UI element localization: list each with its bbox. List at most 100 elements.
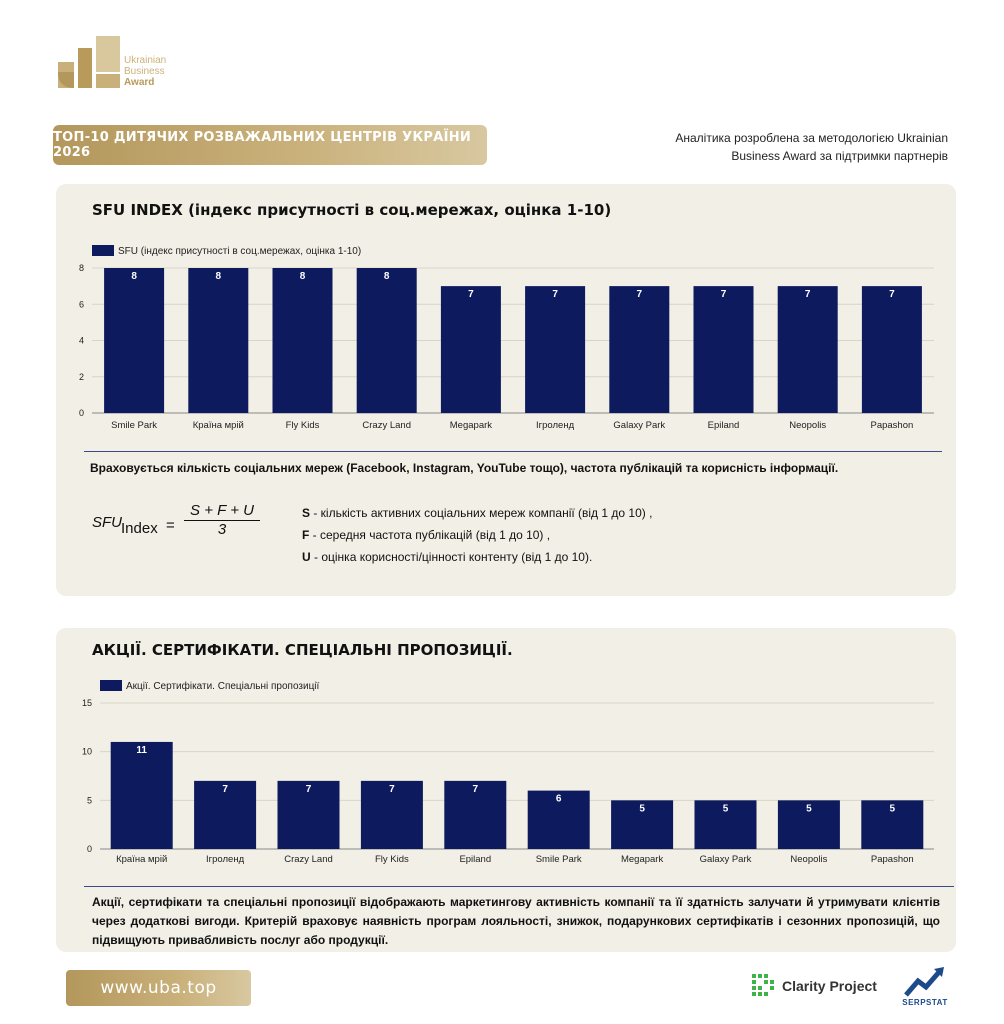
sfu-data-label: 7 bbox=[468, 289, 474, 300]
promo-bar bbox=[360, 780, 423, 849]
logo-line-3: Award bbox=[124, 77, 155, 88]
promo-data-label: 7 bbox=[222, 784, 228, 795]
sfu-y-tick-label: 0 bbox=[79, 408, 84, 418]
promo-bar bbox=[194, 780, 257, 849]
serpstat-logo: SERPSTAT bbox=[900, 965, 950, 1011]
logo-wordmark: Ukrainian Business Award bbox=[124, 55, 166, 88]
logo-line-2: Business bbox=[124, 66, 165, 77]
methodology-note: Аналітика розроблена за методологією Ukr… bbox=[675, 131, 948, 163]
sfu-category-label: Crazy Land bbox=[362, 420, 411, 431]
promo-data-label: 7 bbox=[389, 784, 395, 795]
promo-data-label: 7 bbox=[473, 784, 479, 795]
promo-data-label: 5 bbox=[723, 803, 729, 814]
serpstat-name: SERPSTAT bbox=[902, 998, 948, 1007]
sfu-bar bbox=[440, 286, 501, 413]
sfu-category-label: Ігроленд bbox=[536, 420, 575, 431]
sfu-category-label: Papashon bbox=[871, 420, 914, 431]
formula-equals: = bbox=[166, 517, 175, 534]
promo-bar bbox=[611, 800, 674, 849]
promo-y-tick-label: 15 bbox=[82, 698, 92, 708]
sfu-data-label: 7 bbox=[552, 289, 558, 300]
promo-legend-label: Акції. Сертифікати. Спеціальні пропозиці… bbox=[126, 680, 320, 692]
promo-data-label: 5 bbox=[639, 803, 645, 814]
sfu-data-label: 7 bbox=[637, 289, 643, 300]
promotions-title: АКЦІЇ. СЕРТИФІКАТИ. СПЕЦІАЛЬНІ ПРОПОЗИЦІ… bbox=[92, 641, 513, 659]
promo-bar bbox=[110, 741, 173, 849]
sfu-y-tick-label: 8 bbox=[79, 263, 84, 273]
sfu-bar bbox=[861, 286, 922, 413]
promo-category-label: Galaxy Park bbox=[700, 854, 752, 865]
promo-y-tick-label: 10 bbox=[82, 747, 92, 757]
promo-data-label: 5 bbox=[806, 803, 812, 814]
sfu-bar bbox=[188, 268, 249, 413]
sfu-category-label: Fly Kids bbox=[286, 420, 320, 431]
sfu-y-tick-label: 4 bbox=[79, 336, 84, 346]
sfu-data-label: 7 bbox=[805, 289, 811, 300]
term-f: F - середня частота публікацій (від 1 до… bbox=[302, 528, 551, 542]
sfu-bar bbox=[693, 286, 754, 413]
sfu-category-label: Smile Park bbox=[111, 420, 157, 431]
promo-data-label: 11 bbox=[136, 745, 147, 756]
sfu-divider bbox=[84, 451, 942, 452]
promotions-description: Акції, сертифікати та спеціальні пропози… bbox=[92, 895, 940, 947]
term-s: S - кількість активних соціальних мереж … bbox=[302, 506, 653, 520]
sfu-bar bbox=[525, 286, 586, 413]
promo-category-label: Megapark bbox=[621, 854, 663, 865]
promo-bar bbox=[444, 780, 507, 849]
clarity-project-name: Clarity Project bbox=[782, 978, 877, 994]
promo-category-label: Smile Park bbox=[536, 854, 582, 865]
clarity-project-logo: Clarity Project bbox=[752, 973, 892, 999]
promo-bar bbox=[777, 800, 840, 849]
sfu-data-label: 7 bbox=[721, 289, 727, 300]
promo-legend-swatch bbox=[100, 680, 122, 691]
formula-lhs: SFU bbox=[92, 514, 122, 531]
formula-numerator: S + F + U bbox=[190, 502, 254, 519]
sfu-index-title: SFU INDEX (індекс присутності в соц.мере… bbox=[92, 201, 612, 219]
promo-bar bbox=[527, 790, 590, 849]
promo-category-label: Ігроленд bbox=[206, 854, 245, 865]
sfu-bar bbox=[272, 268, 333, 413]
sfu-data-label: 8 bbox=[384, 271, 390, 282]
sfu-category-label: Megapark bbox=[450, 420, 492, 431]
promo-bar bbox=[861, 800, 924, 849]
ukrainian-business-award-logo bbox=[58, 36, 120, 88]
promo-category-label: Crazy Land bbox=[284, 854, 333, 865]
formula-terms: S - кількість активних соціальних мереж … bbox=[302, 502, 722, 568]
sfu-category-label: Galaxy Park bbox=[613, 420, 665, 431]
promo-data-label: 5 bbox=[890, 803, 896, 814]
clarity-project-icon bbox=[752, 974, 774, 996]
sfu-y-tick-label: 6 bbox=[79, 299, 84, 309]
sfu-bar bbox=[609, 286, 670, 413]
sfu-y-tick-label: 2 bbox=[79, 372, 84, 382]
website-link-button[interactable]: www.uba.top bbox=[66, 970, 251, 1006]
sfu-bar bbox=[104, 268, 165, 413]
promo-bar bbox=[694, 800, 757, 849]
sfu-data-label: 7 bbox=[889, 289, 895, 300]
formula-fraction-bar bbox=[184, 520, 260, 521]
promo-y-tick-label: 0 bbox=[87, 844, 92, 854]
promo-data-label: 6 bbox=[556, 794, 562, 805]
page-title-banner: ТОП-10 ДИТЯЧИХ РОЗВАЖАЛЬНИХ ЦЕНТРІВ УКРА… bbox=[53, 125, 487, 165]
sfu-data-label: 8 bbox=[216, 271, 222, 282]
promotions-divider bbox=[84, 886, 954, 887]
sfu-bar bbox=[777, 286, 838, 413]
sfu-description: Враховується кількість соціальних мереж … bbox=[90, 461, 839, 475]
sfu-formula: SFU Index = S + F + U 3 bbox=[92, 502, 292, 552]
sfu-category-label: Країна мрій bbox=[193, 420, 244, 431]
promo-category-label: Epiland bbox=[459, 854, 491, 865]
sfu-data-label: 8 bbox=[131, 271, 137, 282]
sfu-bar bbox=[356, 268, 417, 413]
promo-bar bbox=[277, 780, 340, 849]
formula-subscript: Index bbox=[121, 520, 158, 537]
sfu-category-label: Epiland bbox=[708, 420, 740, 431]
serpstat-icon bbox=[904, 967, 944, 997]
logo-line-1: Ukrainian bbox=[124, 55, 167, 66]
promo-category-label: Країна мрій bbox=[116, 854, 167, 865]
term-u: U - оцінка корисності/цінності контенту … bbox=[302, 550, 593, 564]
sfu-category-label: Neopolis bbox=[789, 420, 826, 431]
sfu-data-label: 8 bbox=[300, 271, 306, 282]
sfu-legend-label: SFU (індекс присутності в соц.мережах, о… bbox=[118, 246, 361, 257]
formula-denominator: 3 bbox=[217, 521, 227, 538]
promo-category-label: Neopolis bbox=[790, 854, 827, 865]
